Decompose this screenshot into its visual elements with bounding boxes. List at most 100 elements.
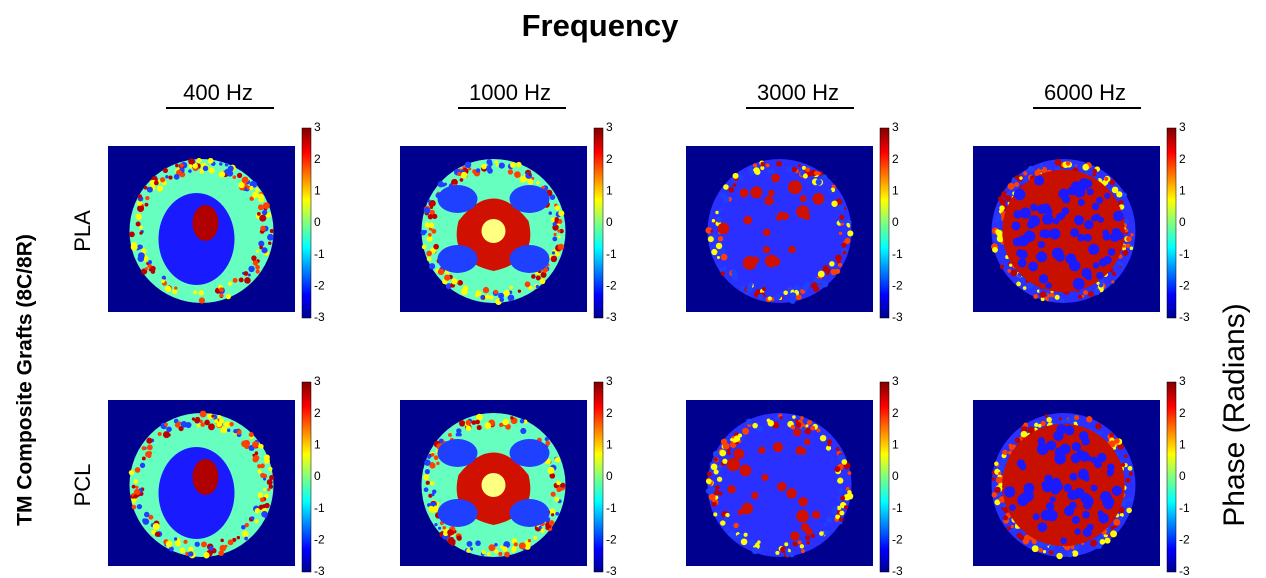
rim-speckle [719,449,727,457]
rim-speckle [789,292,797,299]
rim-speckle [527,178,534,185]
rim-speckle [146,186,153,193]
rim-speckle [1104,537,1111,544]
blob [1049,496,1056,503]
rim-speckle [998,496,1006,503]
phase-map [108,400,295,566]
rim-speckle [760,165,765,171]
blob [1085,273,1093,281]
rim-speckle [776,161,780,166]
blob [1078,178,1091,191]
blob [192,459,219,495]
rim-speckle [228,281,233,286]
blob [509,439,550,467]
rim-speckle [995,476,1003,484]
rim-speckle [1128,471,1134,476]
rim-speckle [252,260,259,266]
rim-speckle [826,268,831,273]
rim-speckle [1123,218,1130,224]
rim-speckle [711,248,718,256]
rim-speckle [555,511,560,516]
rim-speckle [705,478,712,485]
rim-speckle [999,264,1005,269]
rim-speckle [1054,294,1060,300]
rim-speckle [1016,281,1021,287]
rim-speckle [1019,176,1023,180]
rim-speckle [260,225,266,232]
blob [1038,441,1046,449]
rim-speckle [717,235,724,242]
blob [768,189,775,197]
rim-speckle [257,492,264,498]
rim-speckle [267,488,271,492]
rim-speckle [1006,526,1011,531]
rim-speckle [997,234,1003,241]
blob [798,496,808,507]
rim-speckle [1111,186,1119,194]
phase-map [400,146,587,312]
rim-speckle [553,232,557,237]
rim-speckle [528,172,532,176]
rim-speckle [827,189,832,194]
rim-speckle [1040,420,1046,427]
rim-speckle [1117,186,1121,190]
rim-speckle [219,418,225,424]
rim-speckle [1027,165,1035,173]
blob [803,438,811,446]
rim-speckle [992,246,998,253]
rim-speckle [545,440,551,446]
rim-speckle [249,185,254,191]
rim-speckle [456,535,462,541]
rim-speckle [813,170,819,176]
rim-speckle [802,165,806,170]
rim-speckle [136,504,143,510]
rim-speckle [710,463,718,471]
rim-speckle [844,237,851,244]
colorbar-tick-label: 0 [892,469,899,483]
blob [1037,241,1046,249]
rim-speckle [835,446,840,451]
rim-speckle [262,202,270,210]
rim-speckle [548,520,555,526]
blob [158,193,235,285]
rim-speckle [806,540,811,545]
rim-speckle [505,423,511,430]
rim-speckle [194,541,200,547]
rim-speckle [487,552,491,556]
rim-speckle [720,520,726,526]
blob [1055,251,1065,262]
rim-speckle [198,297,206,304]
rim-speckle [429,209,435,216]
rim-speckle [837,477,844,484]
rim-speckle [1110,530,1118,538]
colorbar-tick-label: 1 [1179,184,1186,198]
rim-speckle [238,181,245,189]
rim-speckle [834,466,841,473]
rim-speckle [493,289,499,295]
rim-speckle [426,454,432,459]
rim-speckle [488,544,496,552]
rim-speckle [549,194,556,200]
blob [437,439,478,467]
rim-speckle [192,163,198,169]
rim-speckle [471,420,477,425]
rim-speckle [713,469,719,475]
rim-speckle [257,211,261,216]
blob [1034,175,1045,186]
rim-speckle [1113,518,1121,526]
rim-speckle [725,512,730,518]
rim-speckle [459,420,466,427]
blob [1018,493,1026,501]
rim-speckle [249,196,254,201]
rim-speckle [437,526,442,530]
rim-speckle [728,530,735,538]
blob [1053,430,1064,442]
colorbar-tick-label: -2 [606,279,617,293]
blob [1023,482,1035,494]
rim-speckle [428,263,436,270]
rim-speckle [1039,289,1043,293]
rim-speckle [554,456,561,463]
rim-speckle [153,180,159,186]
colorbar-tick-label: 1 [892,184,899,198]
colorbar [301,127,312,319]
